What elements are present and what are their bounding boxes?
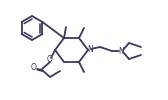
Text: O: O: [31, 64, 37, 72]
Text: N: N: [87, 44, 93, 54]
Text: O: O: [47, 56, 53, 64]
Text: N: N: [118, 46, 124, 56]
